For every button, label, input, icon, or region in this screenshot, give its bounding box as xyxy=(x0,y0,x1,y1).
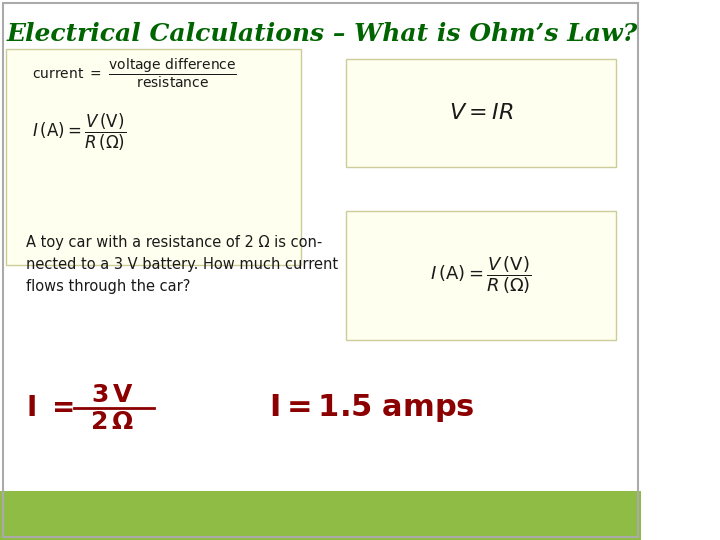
Text: $\mathbf{3\,V}$: $\mathbf{3\,V}$ xyxy=(91,383,133,407)
FancyBboxPatch shape xyxy=(346,59,616,167)
Text: $\mathbf{2\,\Omega}$: $\mathbf{2\,\Omega}$ xyxy=(90,410,134,434)
Text: Electrical Calculations – What is Ohm’s Law?: Electrical Calculations – What is Ohm’s … xyxy=(6,22,638,45)
Text: A toy car with a resistance of 2 Ω is con-
nected to a 3 V battery. How much cur: A toy car with a resistance of 2 Ω is co… xyxy=(26,235,338,294)
Text: $I\,(\mathrm{A}) = \dfrac{V\,(\mathrm{V})}{R\,(\Omega)}$: $I\,(\mathrm{A}) = \dfrac{V\,(\mathrm{V}… xyxy=(32,112,126,153)
FancyBboxPatch shape xyxy=(6,49,302,265)
FancyBboxPatch shape xyxy=(346,211,616,340)
Text: $I\,(\mathrm{A}) = \dfrac{V\,(\mathrm{V})}{R\,(\Omega)}$: $I\,(\mathrm{A}) = \dfrac{V\,(\mathrm{V}… xyxy=(430,254,532,296)
Text: current $=$ $\dfrac{\mathrm{voltage\ difference}}{\mathrm{resistance}}$: current $=$ $\dfrac{\mathrm{voltage\ dif… xyxy=(32,56,237,90)
Text: $\mathbf{I}$ $\mathbf{=}$: $\mathbf{I}$ $\mathbf{=}$ xyxy=(26,394,73,422)
FancyBboxPatch shape xyxy=(0,491,642,540)
Text: $\mathbf{I = 1.5\ amps}$: $\mathbf{I = 1.5\ amps}$ xyxy=(269,392,475,424)
Text: $V = IR$: $V = IR$ xyxy=(449,103,513,124)
